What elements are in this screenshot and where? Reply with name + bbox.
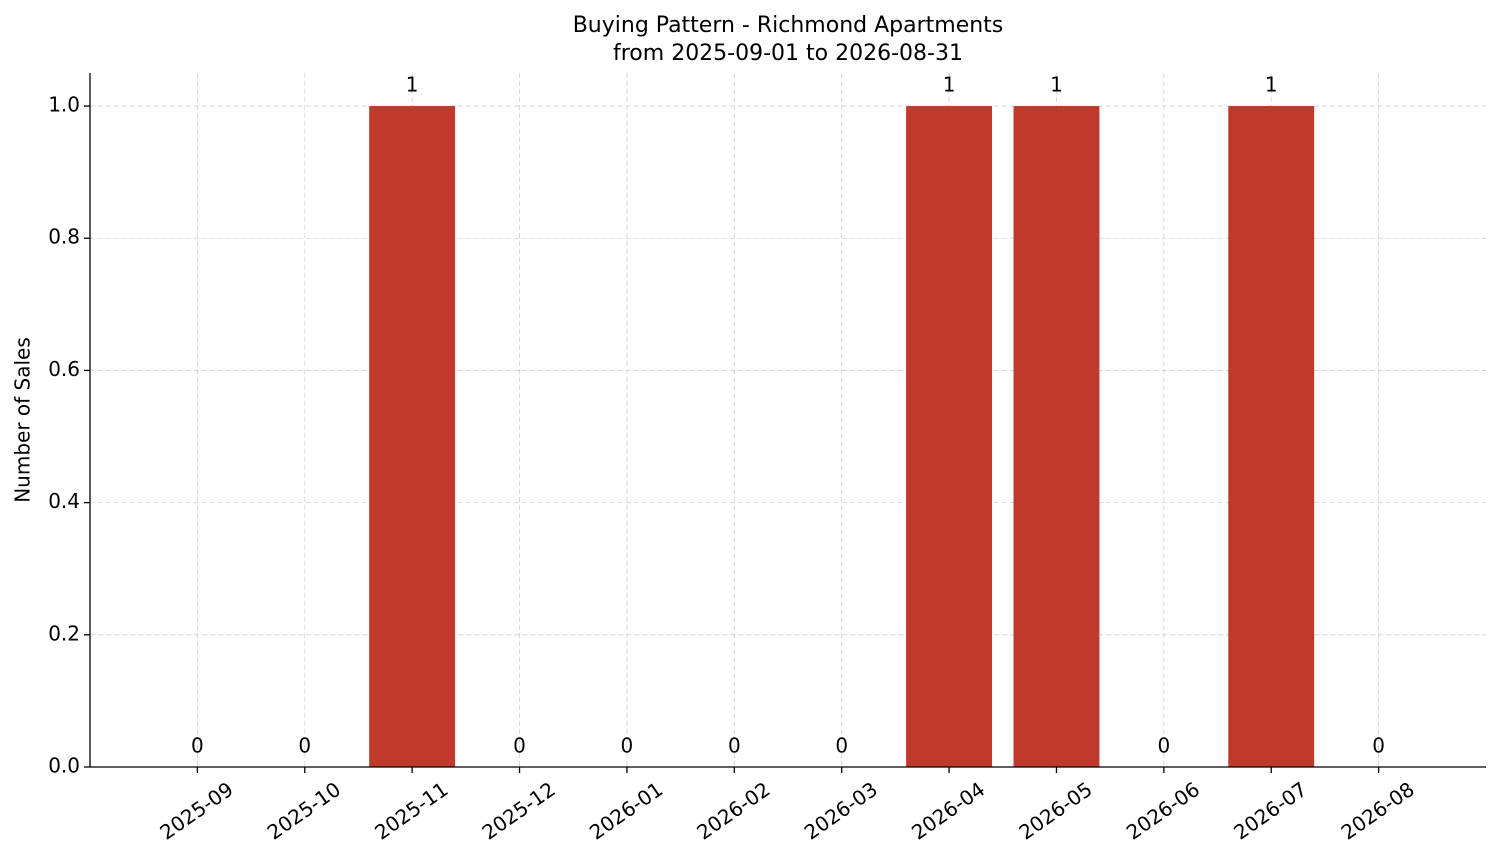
value-label: 1 xyxy=(1050,73,1063,97)
y-axis-label: Number of Sales xyxy=(11,337,35,503)
x-tick-label: 2026-04 xyxy=(907,777,989,845)
value-label: 0 xyxy=(835,734,848,758)
x-tick-label: 2025-11 xyxy=(370,777,452,845)
y-tick-label: 0.4 xyxy=(48,489,80,513)
bar xyxy=(906,106,993,768)
y-tick-label: 0.0 xyxy=(48,754,80,778)
value-label: 0 xyxy=(191,734,204,758)
value-label: 1 xyxy=(406,73,419,97)
x-tick-label: 2026-07 xyxy=(1229,777,1311,845)
value-label: 0 xyxy=(298,734,311,758)
x-tick-label: 2026-02 xyxy=(692,777,774,845)
x-tick-label: 2026-06 xyxy=(1122,777,1204,845)
y-tick-label: 0.8 xyxy=(48,225,80,249)
bar xyxy=(1228,106,1315,768)
x-tick-label: 2025-12 xyxy=(478,777,560,845)
value-label: 1 xyxy=(1265,73,1278,97)
x-tick-label: 2025-10 xyxy=(263,777,345,845)
chart-title: Buying Pattern - Richmond Apartments xyxy=(573,13,1004,38)
value-label: 0 xyxy=(728,734,741,758)
x-tick-label: 2025-09 xyxy=(155,777,237,845)
value-label: 0 xyxy=(1372,734,1385,758)
y-tick-label: 0.2 xyxy=(48,621,80,645)
x-tick-label: 2026-01 xyxy=(585,777,667,845)
x-tick-label: 2026-08 xyxy=(1337,777,1419,845)
value-label: 0 xyxy=(621,734,634,758)
value-label: 0 xyxy=(513,734,526,758)
value-label: 0 xyxy=(1157,734,1170,758)
y-tick-label: 1.0 xyxy=(48,93,80,117)
value-label: 1 xyxy=(943,73,956,97)
bar xyxy=(1013,106,1100,768)
x-tick-label: 2026-05 xyxy=(1014,777,1096,845)
x-tick-label: 2026-03 xyxy=(800,777,882,845)
bar xyxy=(369,106,456,768)
y-tick-label: 0.6 xyxy=(48,357,80,381)
chart-subtitle: from 2025-09-01 to 2026-08-31 xyxy=(613,41,963,66)
